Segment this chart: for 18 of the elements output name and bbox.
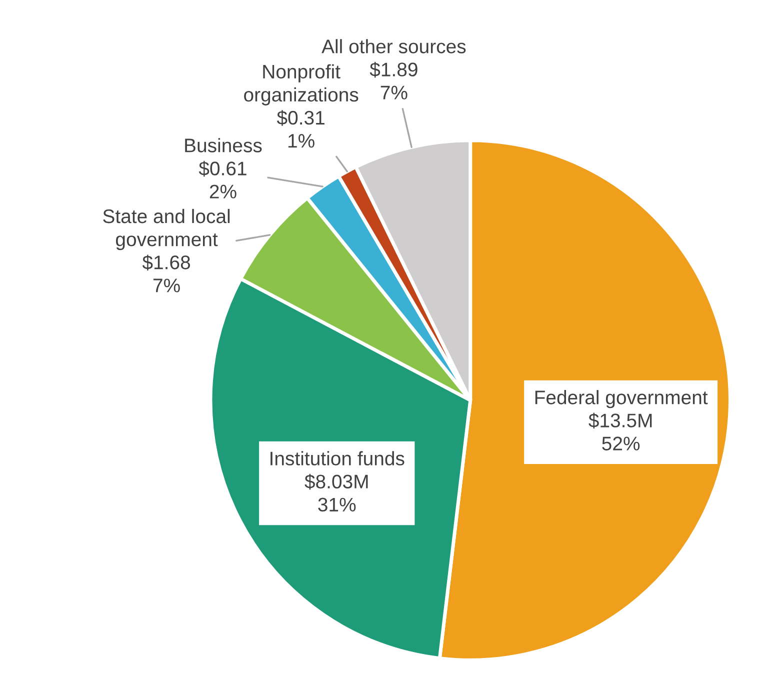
slice-label: Nonprofit organizations: [244, 64, 358, 106]
data-label: $8.03M: [304, 474, 368, 490]
slice-label: Business: [185, 138, 262, 152]
slice-label: Federal government: [535, 390, 708, 408]
data-label: $13.5M: [588, 412, 652, 429]
slice-label: Institution funds: [270, 451, 404, 466]
data-label: $0.61: [198, 160, 246, 177]
slice-label: State and local government: [103, 208, 230, 250]
text: 2%: [210, 184, 236, 198]
slice-label: All other sources: [322, 39, 466, 54]
text: 31%: [318, 498, 356, 512]
text: 7%: [153, 278, 180, 292]
data-label: $1.68: [142, 254, 190, 270]
data-label: $0.31: [276, 110, 324, 126]
text: 7%: [380, 86, 408, 100]
text: 52%: [602, 436, 640, 450]
text: 1%: [288, 134, 314, 148]
data-label: $1.89: [370, 62, 418, 78]
